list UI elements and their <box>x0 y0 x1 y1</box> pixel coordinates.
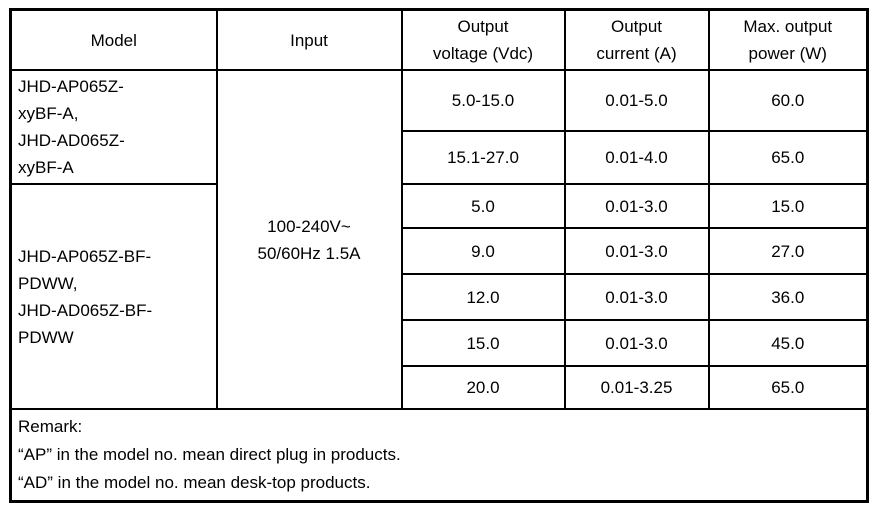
power-cell: 65.0 <box>707 365 869 410</box>
col-header-output-current: Output current (A) <box>563 8 710 71</box>
current-cell: 0.01-3.0 <box>563 227 710 275</box>
table-row: 15.1-27.0 0.01-4.0 65.0 <box>11 130 869 185</box>
current-cell: 0.01-5.0 <box>563 69 710 132</box>
remark-line-2: “AD” in the model no. mean desk-top prod… <box>18 472 371 492</box>
power-cell: 65.0 <box>707 130 869 185</box>
table-row: 20.0 0.01-3.25 65.0 <box>11 365 869 410</box>
remark-cell: Remark: “AP” in the model no. mean direc… <box>9 408 869 502</box>
power-cell: 27.0 <box>707 227 869 275</box>
voltage-cell: 20.0 <box>400 365 566 410</box>
header-row: Model Input Output voltage (Vdc) Output … <box>9 8 869 71</box>
col-header-model: Model <box>9 8 218 71</box>
model-group-2-cell: JHD-AP065Z-BF- PDWW, JHD-AD065Z-BF- PDWW <box>9 183 218 410</box>
power-cell: 15.0 <box>707 183 869 229</box>
voltage-cell: 15.0 <box>400 319 566 367</box>
current-cell: 0.01-3.25 <box>563 365 710 410</box>
table-row: JHD-AP065Z-BF- PDWW, JHD-AD065Z-BF- PDWW… <box>9 183 869 410</box>
current-cell: 0.01-3.0 <box>563 319 710 367</box>
col-header-input: Input <box>215 8 403 71</box>
table-row: 12.0 0.01-3.0 36.0 <box>11 273 869 321</box>
col-header-output-voltage: Output voltage (Vdc) <box>400 8 566 71</box>
remark-title: Remark: <box>18 416 83 436</box>
voltage-cell: 9.0 <box>400 227 566 275</box>
current-cell: 0.01-3.0 <box>563 273 710 321</box>
model-group-1-cell: JHD-AP065Z- xyBF-A, JHD-AD065Z- xyBF-A <box>9 69 218 185</box>
table-row: 9.0 0.01-3.0 27.0 <box>11 227 869 275</box>
remark-line-1: “AP” in the model no. mean direct plug i… <box>18 444 401 464</box>
current-cell: 0.01-4.0 <box>563 130 710 185</box>
voltage-cell: 5.0 <box>400 183 566 229</box>
spec-table: Model Input Output voltage (Vdc) Output … <box>9 8 869 503</box>
table-row: 15.0 0.01-3.0 45.0 <box>11 319 869 367</box>
input-cell: 100-240V~ 50/60Hz 1.5A <box>215 69 403 410</box>
voltage-cell: 12.0 <box>400 273 566 321</box>
table-row: JHD-AP065Z- xyBF-A, JHD-AD065Z- xyBF-A 1… <box>9 69 869 410</box>
power-cell: 36.0 <box>707 273 869 321</box>
power-cell: 45.0 <box>707 319 869 367</box>
power-cell: 60.0 <box>707 69 869 132</box>
col-header-max-output-power: Max. output power (W) <box>707 8 869 71</box>
voltage-cell: 15.1-27.0 <box>400 130 566 185</box>
remark-row: Remark: “AP” in the model no. mean direc… <box>9 408 869 502</box>
current-cell: 0.01-3.0 <box>563 183 710 229</box>
voltage-cell: 5.0-15.0 <box>400 69 566 132</box>
